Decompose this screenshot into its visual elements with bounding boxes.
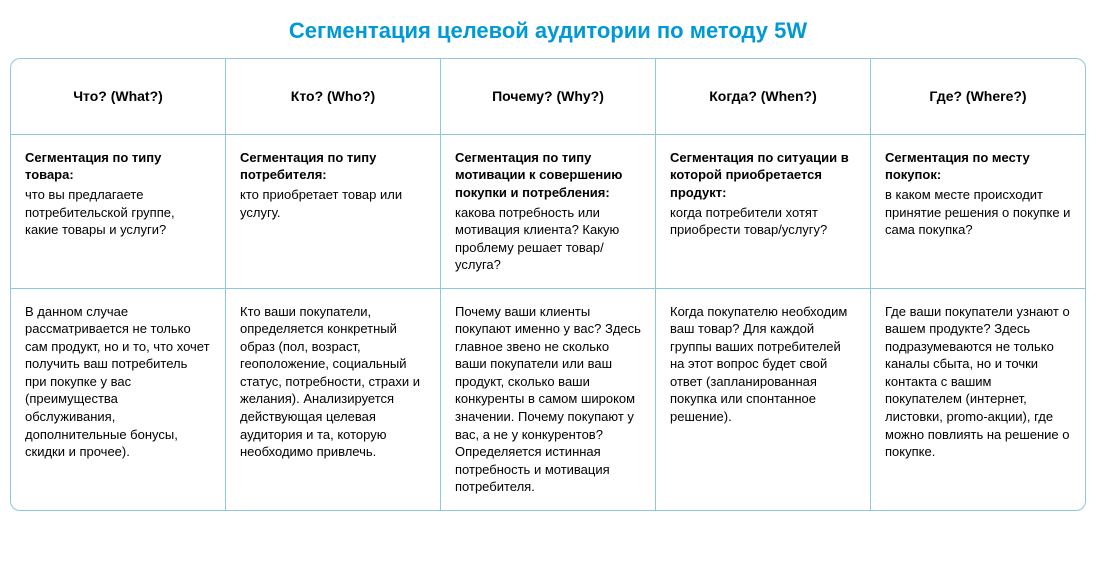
detail-cell-where: Где ваши покупатели узнают о вашем проду… [870,289,1085,510]
col-header-why: Почему? (Why?) [440,59,655,134]
sub-cell-who: Сегментация по типу потребителя: кто при… [225,135,440,288]
subheader-row: Сегментация по типу товара: что вы предл… [11,134,1085,288]
col-header-when: Когда? (When?) [655,59,870,134]
header-row: Что? (What?) Кто? (Who?) Почему? (Why?) … [11,59,1085,134]
col-header-where: Где? (Where?) [870,59,1085,134]
sub-bold-where: Сегментация по месту покупок: [885,149,1071,184]
sub-bold-what: Сегментация по типу товара: [25,149,211,184]
sub-text-what: что вы предлагаете потребительской групп… [25,186,211,239]
sub-cell-what: Сегментация по типу товара: что вы предл… [11,135,225,288]
detail-cell-why: Почему ваши клиенты покупают именно у ва… [440,289,655,510]
detail-cell-when: Когда покупателю необходим ваш товар? Дл… [655,289,870,510]
sub-cell-where: Сегментация по месту покупок: в каком ме… [870,135,1085,288]
col-header-what: Что? (What?) [11,59,225,134]
page-title: Сегментация целевой аудитории по методу … [10,18,1086,44]
segmentation-table: Что? (What?) Кто? (Who?) Почему? (Why?) … [10,58,1086,511]
sub-cell-why: Сегментация по типу мотивации к совершен… [440,135,655,288]
sub-text-why: какова потребность или мотивация клиента… [455,204,641,274]
sub-text-where: в каком месте происходит принятие решени… [885,186,1071,239]
sub-text-who: кто приобретает товар или услугу. [240,186,426,221]
detail-cell-what: В данном случае рассматривается не тольк… [11,289,225,510]
detail-cell-who: Кто ваши покупатели, определяется конкре… [225,289,440,510]
detail-row: В данном случае рассматривается не тольк… [11,288,1085,510]
sub-bold-who: Сегментация по типу потребителя: [240,149,426,184]
sub-cell-when: Сегментация по ситуации в которой приобр… [655,135,870,288]
sub-bold-why: Сегментация по типу мотивации к совершен… [455,149,641,202]
sub-text-when: когда потребители хотят приобрести товар… [670,204,856,239]
sub-bold-when: Сегментация по ситуации в которой приобр… [670,149,856,202]
col-header-who: Кто? (Who?) [225,59,440,134]
